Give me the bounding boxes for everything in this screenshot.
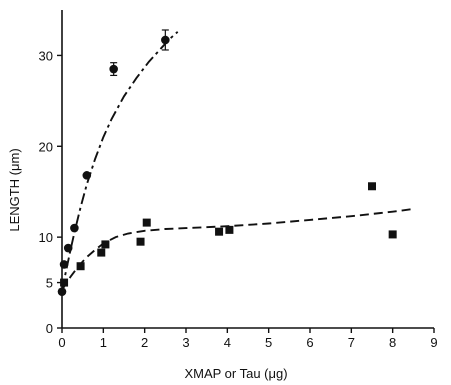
y-tick-label: 30 (39, 48, 53, 63)
data-point-square (60, 278, 69, 287)
data-point-square (388, 230, 397, 239)
data-point-circle (57, 287, 67, 296)
fit-curve-dashed (61, 208, 414, 291)
y-tick-label: 0 (46, 321, 53, 336)
x-tick-label: 2 (141, 335, 148, 350)
fit-curve-dash-dot (61, 31, 179, 291)
axes (61, 10, 434, 329)
y-tick-label: 5 (46, 276, 53, 291)
data-point-circle (161, 35, 170, 45)
y-tick-label: 10 (39, 230, 53, 245)
x-tick-label: 0 (58, 335, 65, 350)
data-point-circle (109, 64, 118, 74)
data-point-square (215, 227, 224, 236)
data-point-circle (63, 243, 73, 253)
fit-curves (61, 31, 414, 291)
x-tick-label: 8 (389, 335, 396, 350)
data-point-square (225, 225, 234, 234)
y-tick-label: 20 (39, 139, 53, 154)
x-tick-label: 5 (265, 335, 272, 350)
data-points (57, 29, 397, 296)
x-tick-label: 3 (182, 335, 189, 350)
x-axis-ticks: 0 1 2 3 4 5 6 7 8 9 (58, 328, 438, 350)
y-axis-title: LENGTH (μm) (7, 148, 22, 231)
x-tick-label: 6 (306, 335, 313, 350)
x-tick-label: 9 (430, 335, 437, 350)
data-point-circle (82, 171, 92, 180)
x-tick-label: 4 (224, 335, 231, 350)
data-point-square (136, 237, 145, 246)
x-tick-label: 7 (348, 335, 355, 350)
x-axis-title: XMAP or Tau (μg) (184, 366, 287, 381)
x-tick-label: 1 (100, 335, 107, 350)
data-point-circle (70, 223, 79, 233)
y-axis-ticks: 0 5 10 20 30 (39, 48, 62, 336)
data-point-circle (59, 260, 69, 269)
data-point-square (368, 182, 376, 191)
data-point-square (76, 262, 85, 271)
data-point-square (97, 248, 106, 257)
data-point-square (142, 218, 151, 227)
data-point-square (101, 240, 110, 249)
